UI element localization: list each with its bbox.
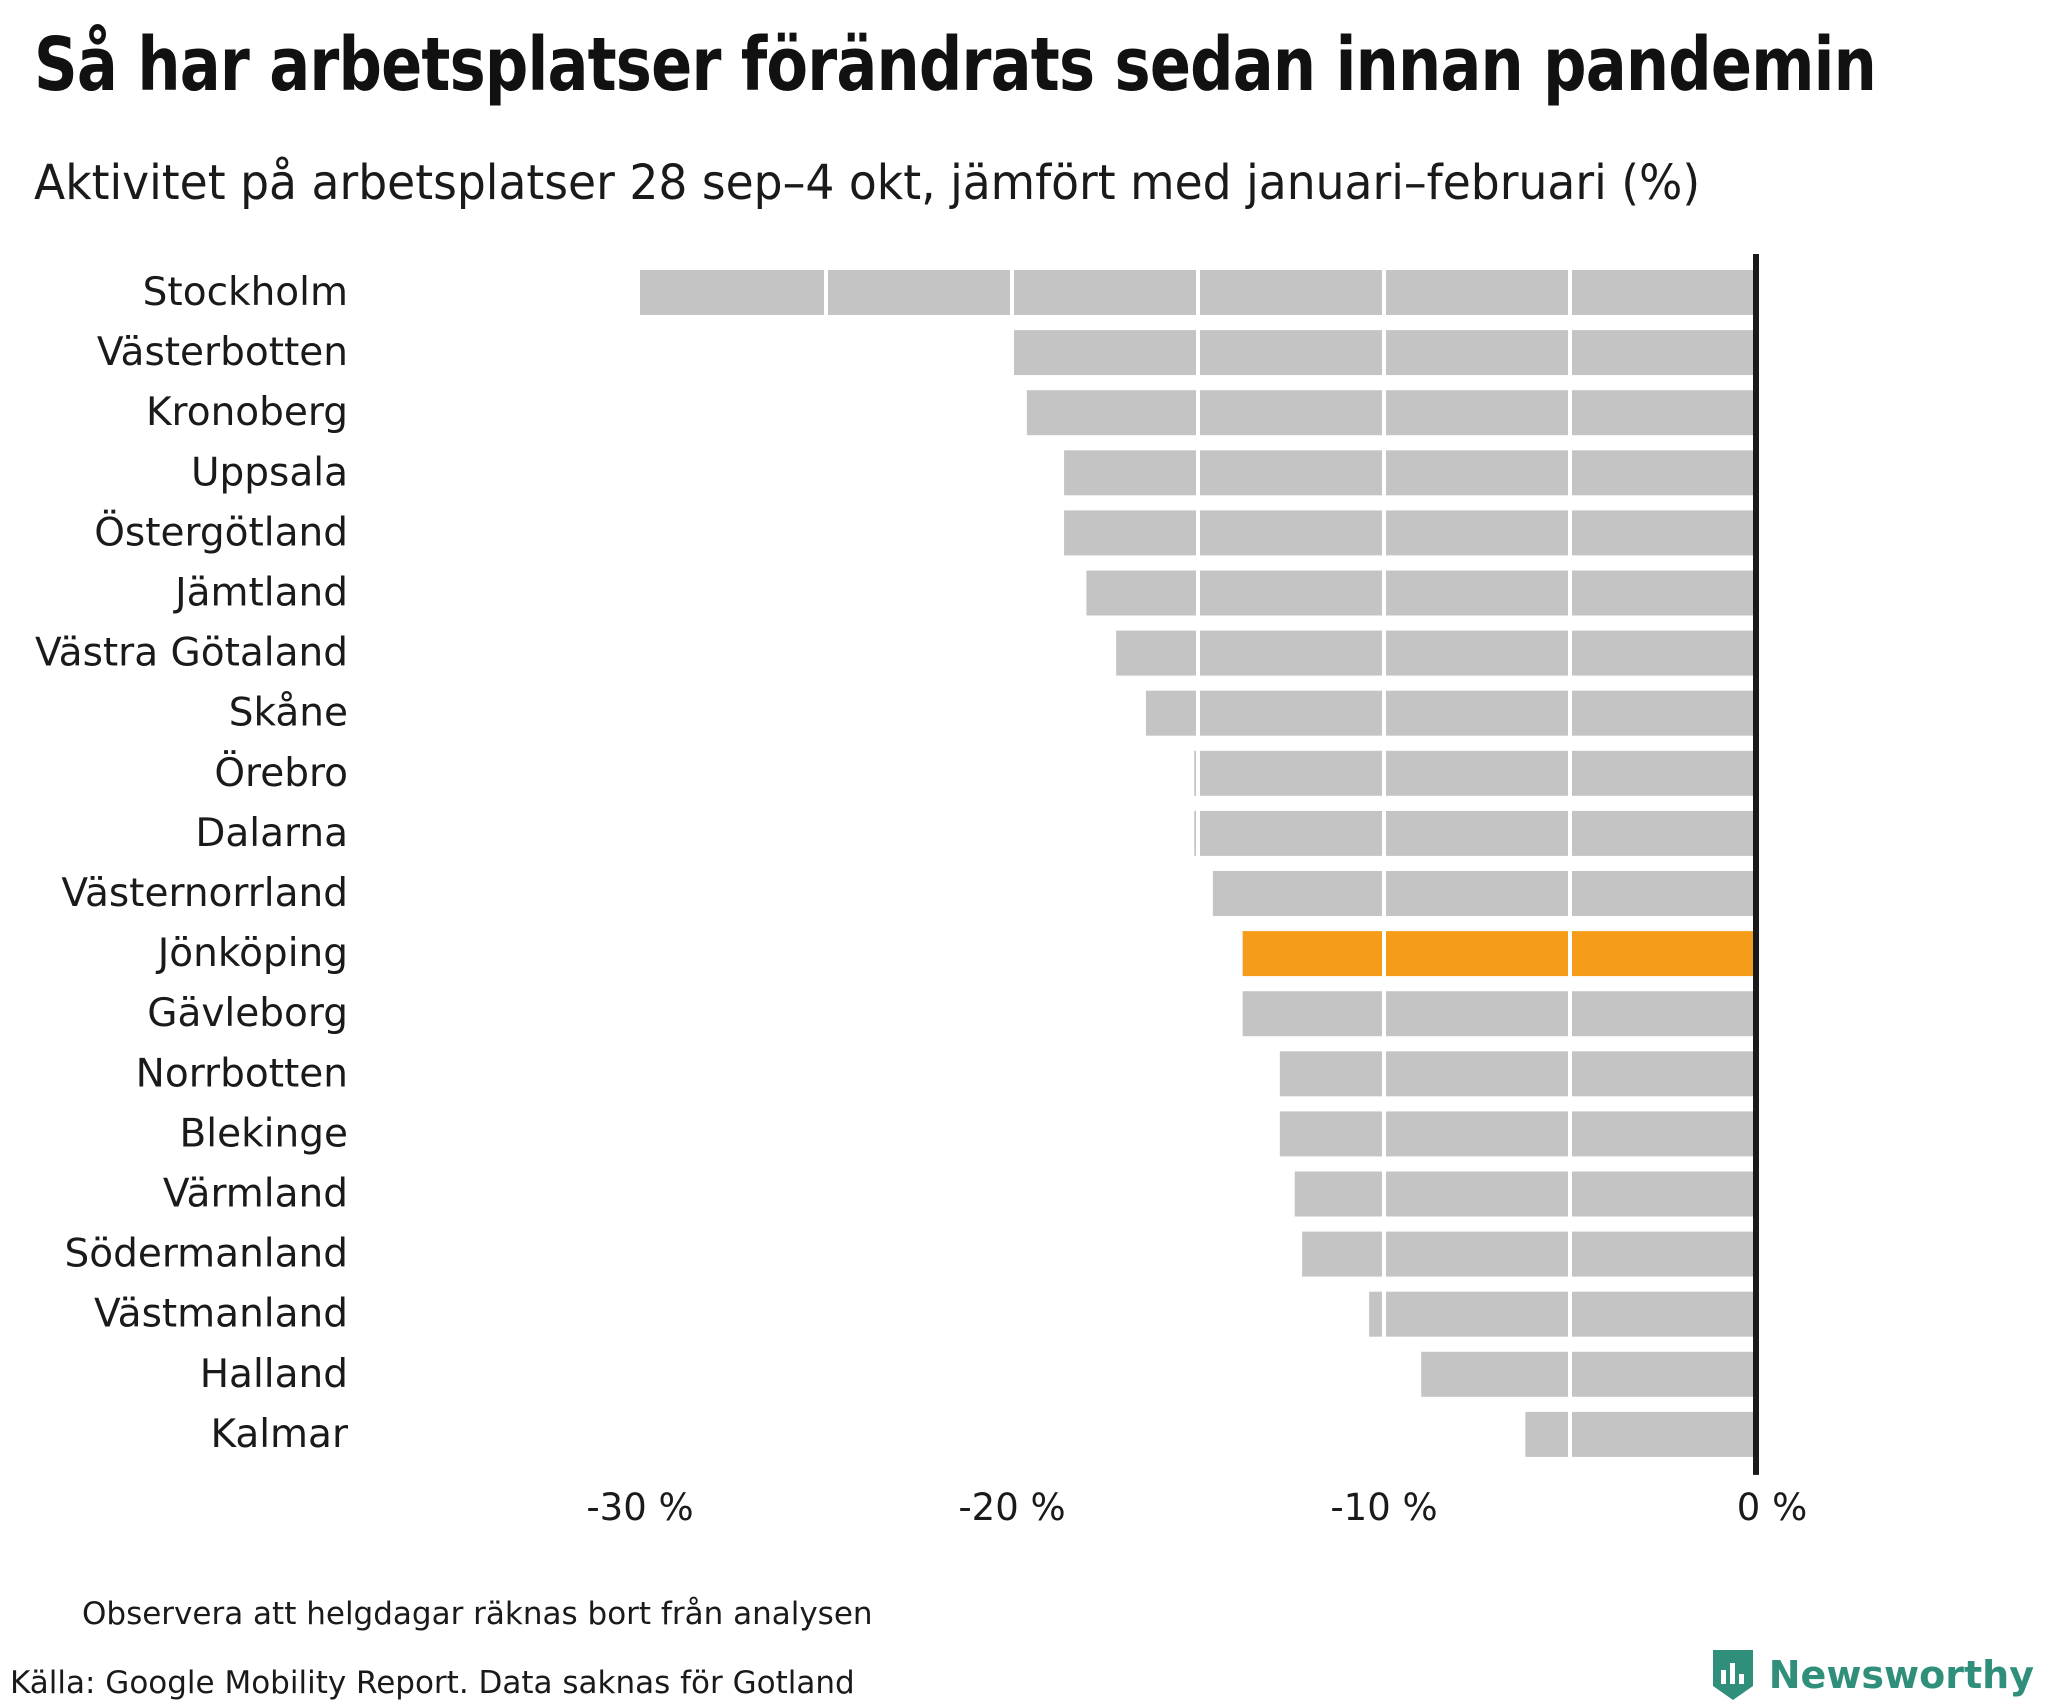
- x-tick-label: -10 %: [1330, 1486, 1437, 1529]
- category-label: Jönköping: [155, 931, 348, 976]
- category-label: Blekinge: [180, 1111, 348, 1156]
- category-label: Södermanland: [64, 1232, 348, 1277]
- bar: [1242, 991, 1756, 1037]
- bar: [1116, 630, 1756, 676]
- bar: [1086, 570, 1756, 616]
- category-label: Norrbotten: [136, 1051, 348, 1096]
- source-note: Källa: Google Mobility Report. Data sakn…: [10, 1665, 855, 1701]
- brand-name: Newsworthy: [1768, 1653, 2034, 1697]
- bar: [1026, 390, 1756, 436]
- chart-title: Så har arbetsplatser förändrats sedan in…: [34, 22, 1877, 108]
- bar: [1194, 750, 1756, 796]
- category-label: Kronoberg: [146, 390, 348, 435]
- category-label: Gävleborg: [147, 991, 348, 1036]
- bar: [1525, 1411, 1756, 1457]
- bar: [1194, 810, 1756, 856]
- footnote: Observera att helgdagar räknas bort från…: [82, 1596, 873, 1632]
- bar: [1302, 1231, 1756, 1277]
- category-label: Östergötland: [94, 509, 348, 555]
- bar: [1242, 931, 1756, 977]
- category-label: Västra Götaland: [35, 631, 348, 676]
- bar: [1294, 1171, 1756, 1217]
- bar: [1145, 690, 1756, 736]
- bar: [1369, 1291, 1756, 1337]
- bar: [1064, 510, 1756, 556]
- bar: [1212, 871, 1756, 916]
- bar-chart: Stockholm Västerbotten Kronoberg Uppsala Öst…: [35, 254, 1807, 1529]
- category-label: Skåne: [229, 691, 348, 736]
- category-label: Dalarna: [195, 811, 348, 856]
- x-tick-label: 0 %: [1737, 1486, 1807, 1529]
- brand-logo: Newsworthy: [1711, 1648, 2034, 1702]
- x-tick-label: -30 %: [586, 1486, 693, 1529]
- category-label: Örebro: [214, 750, 348, 796]
- category-label: Västmanland: [94, 1292, 348, 1337]
- bar: [1279, 1051, 1756, 1097]
- category-label: Västernorrland: [61, 871, 348, 916]
- category-label: Värmland: [163, 1172, 348, 1217]
- category-label: Uppsala: [191, 450, 348, 495]
- bar: [1421, 1351, 1756, 1397]
- category-label: Halland: [200, 1352, 348, 1397]
- category-label: Stockholm: [143, 270, 348, 315]
- category-label: Kalmar: [210, 1412, 349, 1457]
- newsworthy-logo-icon: [1712, 1650, 1753, 1700]
- bar: [1064, 450, 1756, 496]
- chart-subtitle: Aktivitet på arbetsplatser 28 sep–4 okt,…: [34, 155, 1701, 211]
- category-label: Jämtland: [172, 571, 348, 616]
- x-tick-label: -20 %: [958, 1486, 1065, 1529]
- category-label: Västerbotten: [97, 330, 348, 375]
- bar: [1279, 1111, 1756, 1157]
